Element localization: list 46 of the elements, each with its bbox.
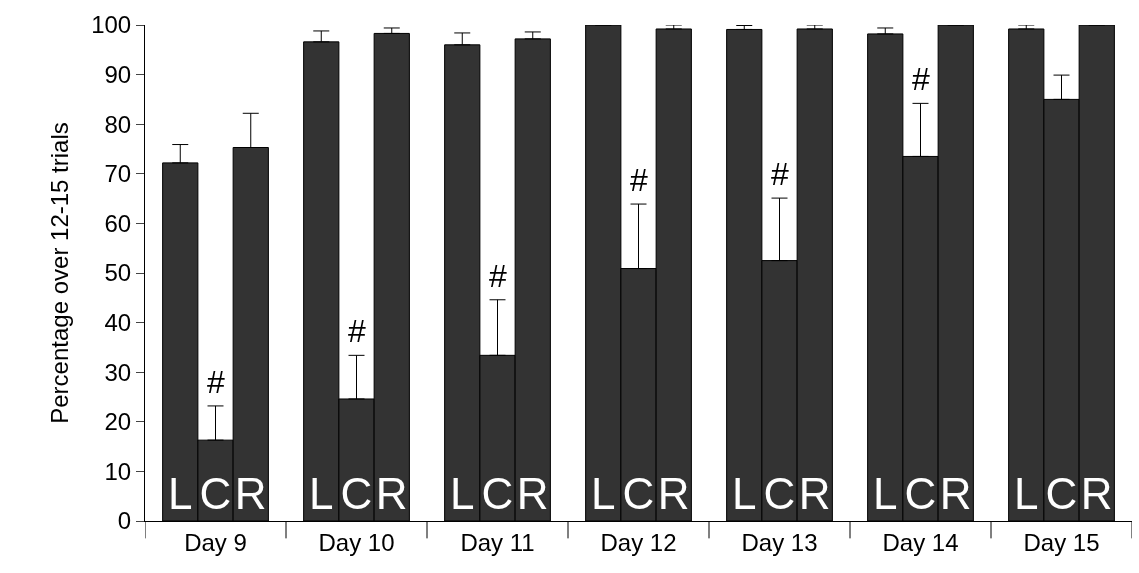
text: C [622,469,655,518]
annotation: # [489,258,507,294]
text: R [375,469,408,518]
annotation: # [630,162,648,198]
text: L [450,469,475,518]
x-tick-label: Day 11 [460,528,535,556]
series-label: R [1080,469,1113,518]
text: C [340,469,373,518]
y-tick-label: 10 [104,457,132,485]
text: R [234,469,267,518]
text: L [309,469,334,518]
text: C [904,469,937,518]
text: L [873,469,898,518]
text: C [481,469,514,518]
text: R [657,469,690,518]
series-label: C [1045,469,1078,518]
y-axis-title: Percentage over 12-15 trials [46,122,74,424]
annotation: # [207,364,225,400]
y-tick-label: 60 [104,209,132,237]
x-tick-label: Day 15 [1023,528,1100,556]
text: R [798,469,831,518]
y-tick-label: 90 [104,61,132,88]
x-tick-label: Day 13 [741,528,818,556]
y-tick-label: 0 [117,507,132,535]
y-tick-label: 20 [104,408,132,436]
annotation: # [912,61,930,97]
series-label: L [168,469,193,518]
y-tick-label: 100 [91,11,132,39]
x-tick-label: Day 14 [882,528,959,556]
x-tick-label: Day 12 [600,528,677,556]
text: L [591,469,616,518]
annotation: # [771,156,789,192]
text: R [516,469,549,518]
text: C [199,469,232,518]
x-tick-label: Day 9 [184,528,247,556]
y-tick-label: 50 [104,259,132,287]
text: L [1014,469,1039,518]
text: C [763,469,796,518]
y-tick-label: 30 [104,358,132,386]
text: R [939,469,972,518]
x-tick-label: Day 10 [318,528,395,556]
y-tick-label: 80 [104,110,132,138]
y-tick-label: 70 [104,160,132,188]
y-tick-label: 40 [104,309,132,336]
text: L [732,469,757,518]
annotation: # [348,313,366,349]
